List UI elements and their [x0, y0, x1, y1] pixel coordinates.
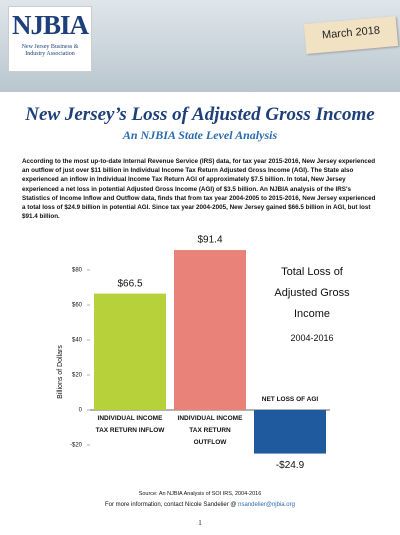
logo-box [8, 6, 92, 72]
bar [254, 410, 326, 454]
value-label: -$24.9 [276, 460, 305, 471]
logo-subtitle: New Jersey Business & Industry Associati… [21, 44, 79, 57]
value-label: $66.5 [117, 278, 142, 289]
y-tick-label: 0 [79, 408, 83, 414]
source: Source: An NJBIA Analysis of SOI IRS, 20… [138, 491, 262, 497]
y-axis-label: Billions of Dollars [57, 345, 64, 399]
y-tick-label: $40 [72, 338, 83, 344]
y-tick-label: $20 [72, 373, 83, 379]
chart-subtitle: 2004-2016 [290, 333, 334, 343]
logo: NJBIA [12, 10, 89, 40]
subtitle: An NJBIA State Level Analysis [122, 128, 278, 142]
email-link[interactable]: nsandelier@njbia.org [238, 502, 295, 508]
y-tick-label: $80 [72, 268, 83, 274]
y-tick-label: $60 [72, 303, 83, 309]
contact: For more information, contact Nicole San… [0, 502, 400, 508]
contact-text: For more information, contact Nicole San… [105, 502, 237, 508]
category-label: NET LOSS OF AGI [261, 396, 319, 403]
y-tick-label: -$20 [70, 443, 83, 449]
chart-title: Total Loss of Adjusted Gross Income [274, 266, 350, 320]
body-text: According to the most up-to-date Interna… [22, 158, 376, 221]
title: New Jersey’s Loss of Adjusted Gross Inco… [25, 104, 375, 125]
category-label: INDIVIDUAL INCOME TAX RETURN OUTFLOW [177, 415, 243, 446]
bar [174, 250, 246, 410]
category-label: INDIVIDUAL INCOME TAX RETURN INFLOW [95, 415, 165, 434]
bar [94, 293, 166, 410]
page-number: 1 [198, 519, 202, 527]
value-label: $91.4 [197, 235, 222, 246]
